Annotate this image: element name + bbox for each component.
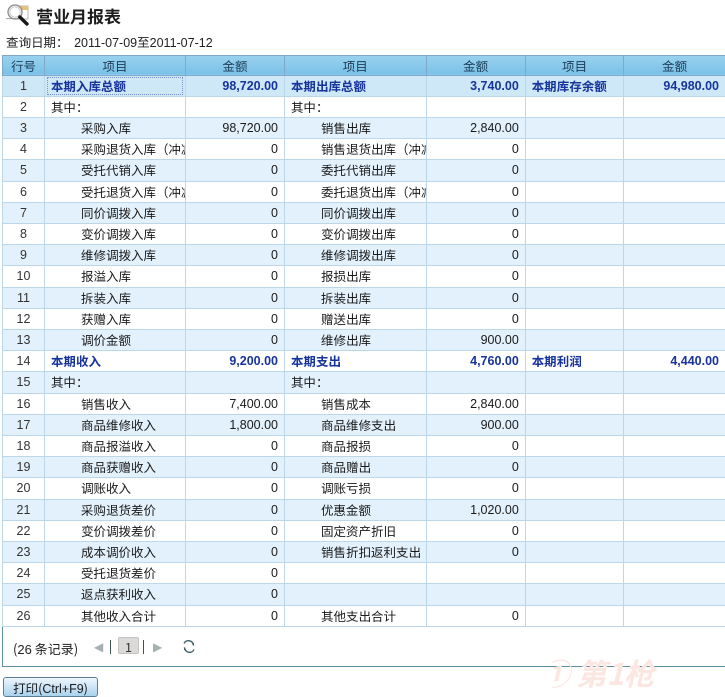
- svg-text:① 第1枪: ① 第1枪: [552, 651, 663, 694]
